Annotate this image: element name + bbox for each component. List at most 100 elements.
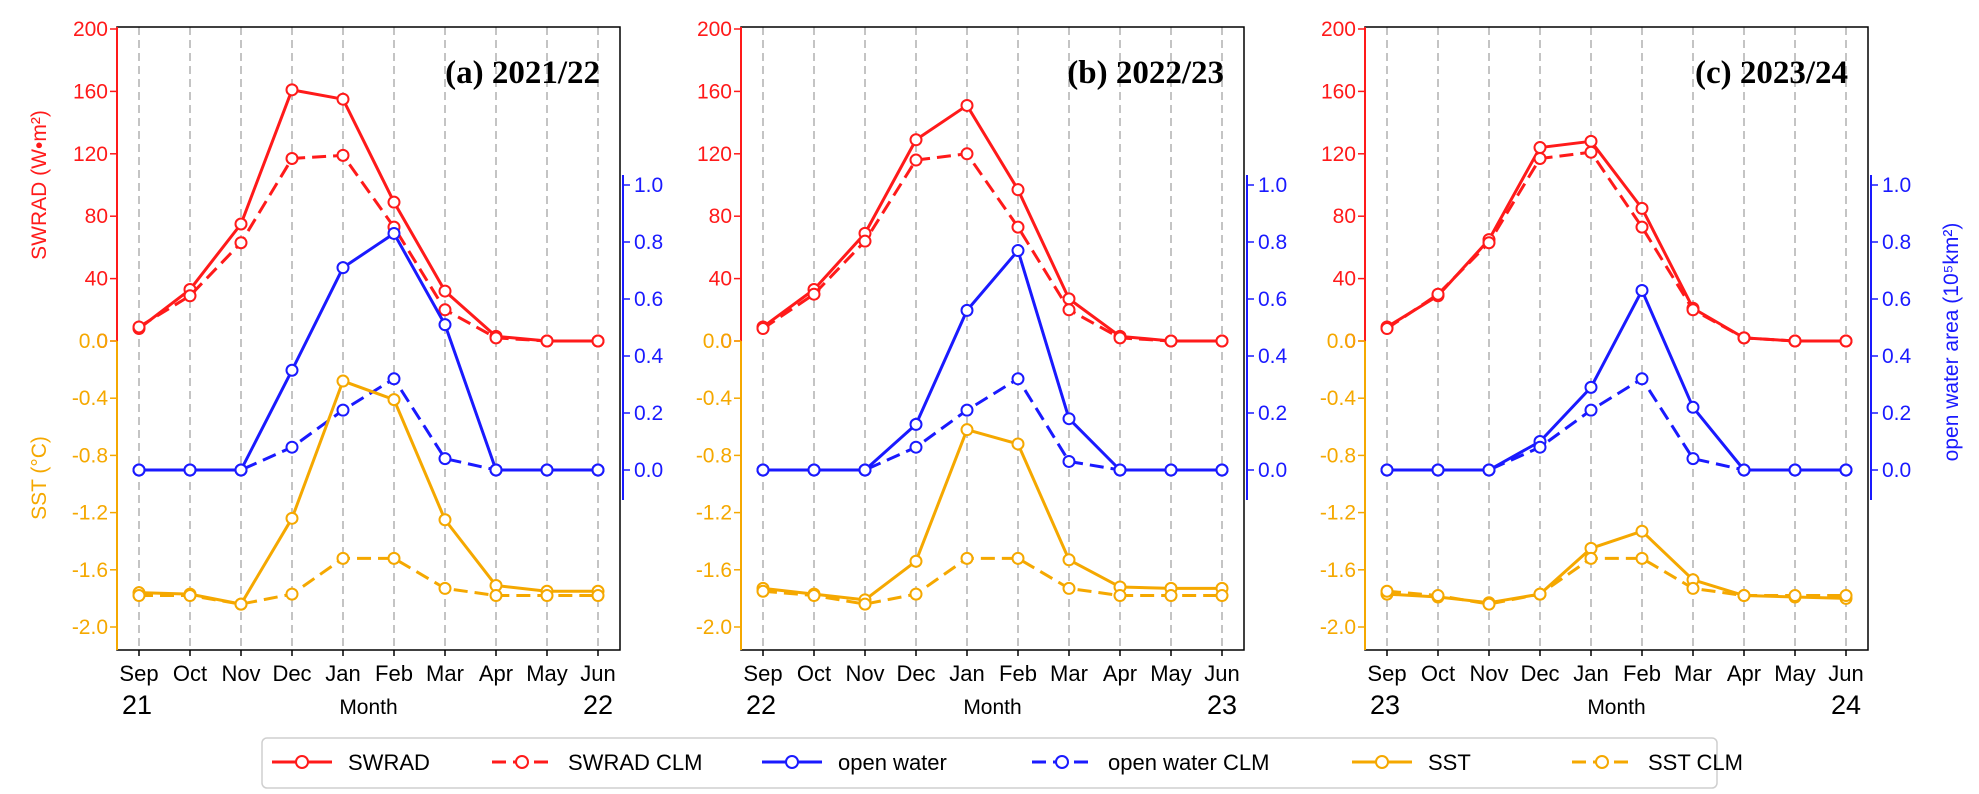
legend-label: open water [838, 750, 947, 775]
data-point [438, 303, 452, 317]
data-point [489, 331, 503, 345]
month-tick-label: Mar [1674, 661, 1712, 686]
sst-tick-label: -2.0 [1320, 616, 1356, 639]
data-point [960, 147, 974, 161]
sst-tick-label: -1.2 [696, 502, 732, 525]
month-tick-label: Nov [221, 661, 260, 686]
sst-tick-label: -2.0 [696, 616, 732, 639]
data-point [1737, 589, 1751, 603]
data-point [438, 452, 452, 466]
swrad-tick-label: 0 [720, 330, 732, 353]
series-swrad-clm [132, 148, 605, 348]
panel-title: (b) 2022/23 [1067, 55, 1224, 91]
series-line-open-water [1387, 288, 1846, 472]
data-point [336, 374, 350, 388]
data-point [1011, 220, 1025, 234]
data-point [1215, 463, 1229, 477]
sst-axis-label: SST (°C) [28, 436, 51, 520]
month-tick-label: Feb [1623, 661, 1661, 686]
data-point [1737, 331, 1751, 345]
swrad-tick-label: 0 [1344, 330, 1356, 353]
month-tick-label: May [1774, 661, 1816, 686]
month-tick-label: Jun [1204, 661, 1239, 686]
series-open-water-clm [132, 372, 605, 477]
data-point [1062, 454, 1076, 468]
month-tick-label: May [1150, 661, 1192, 686]
data-point [960, 551, 974, 565]
swrad-tick-label: 200 [697, 18, 732, 41]
swrad-tick-label: 200 [73, 18, 108, 41]
data-point [807, 287, 821, 301]
panel-1: 0 40 80 120 160 200 0.0 -0.4 -0.8 -1.2 -1.6 -2.0 0.0… [28, 18, 664, 720]
year-end-label: 22 [583, 690, 613, 720]
data-point [1686, 452, 1700, 466]
data-point [1584, 145, 1598, 159]
series-swrad [756, 98, 1229, 348]
series-open-water-clm [756, 372, 1229, 477]
data-point [1431, 463, 1445, 477]
data-point [183, 589, 197, 603]
data-point [1062, 303, 1076, 317]
year-end-label: 23 [1207, 690, 1237, 720]
open-water-axis-label: open water area (10⁵km²) [1940, 223, 1963, 462]
month-tick-label: Sep [1367, 661, 1406, 686]
data-point [1380, 322, 1394, 336]
data-point [1737, 463, 1751, 477]
data-point [1839, 589, 1853, 603]
data-point [909, 133, 923, 147]
swrad-axis-label: SWRAD (W•m²) [28, 110, 51, 260]
data-point [909, 417, 923, 431]
sst-tick-label: -2.0 [72, 616, 108, 639]
month-tick-label: Mar [1050, 661, 1088, 686]
data-point [1635, 551, 1649, 565]
data-point [1635, 283, 1649, 297]
month-tick-label: Sep [119, 661, 158, 686]
swrad-tick-label: 160 [697, 80, 732, 103]
open-water-tick-label: 0.8 [1258, 231, 1287, 254]
data-point [540, 334, 554, 348]
series-line-open-water-clm [139, 377, 598, 472]
month-tick-label: Jan [949, 661, 984, 686]
data-point [438, 581, 452, 595]
sst-tick-label: -0.4 [72, 387, 109, 410]
data-point [858, 234, 872, 248]
data-point [1584, 551, 1598, 565]
data-point [1635, 524, 1649, 538]
data-point [591, 589, 605, 603]
data-point [756, 322, 770, 336]
open-water-tick-label: 0.6 [1882, 288, 1911, 311]
open-water-tick-label: 1.0 [1258, 174, 1287, 197]
legend-marker [785, 755, 799, 769]
data-point [336, 261, 350, 275]
sst-tick-label: -1.6 [72, 559, 108, 582]
legend-item-swrad: SWRAD [272, 750, 430, 775]
sst-tick-label: -1.2 [1320, 502, 1356, 525]
series-line-swrad-clm [138, 153, 598, 343]
month-tick-label: Oct [1421, 661, 1455, 686]
data-point [1788, 334, 1802, 348]
legend-item-sst-clm: SST CLM [1572, 750, 1743, 775]
month-tick-label: Apr [479, 661, 513, 686]
open-water-tick-label: 1.0 [1882, 174, 1911, 197]
open-water-tick-label: 0.8 [1882, 231, 1911, 254]
sst-tick-label: -0.8 [72, 444, 108, 467]
open-water-tick-label: 0.8 [634, 231, 663, 254]
open-water-tick-label: 0.4 [634, 345, 664, 368]
panel-title: (c) 2023/24 [1695, 55, 1848, 91]
series-line-open-water-clm [1387, 377, 1846, 472]
open-water-tick-label: 0.0 [634, 459, 663, 482]
data-point [438, 318, 452, 332]
data-point [1686, 303, 1700, 317]
series-line-sst-clm [139, 556, 598, 606]
month-tick-label: Apr [1103, 661, 1137, 686]
open-water-tick-label: 0.2 [1882, 402, 1911, 425]
data-point [387, 551, 401, 565]
data-point [285, 587, 299, 601]
month-tick-label: Jan [325, 661, 360, 686]
series-swrad [132, 83, 605, 348]
series-line-swrad [138, 88, 598, 343]
panel-title: (a) 2021/22 [445, 55, 600, 91]
year-start-label: 23 [1370, 690, 1400, 720]
legend-label: open water CLM [1108, 750, 1269, 775]
